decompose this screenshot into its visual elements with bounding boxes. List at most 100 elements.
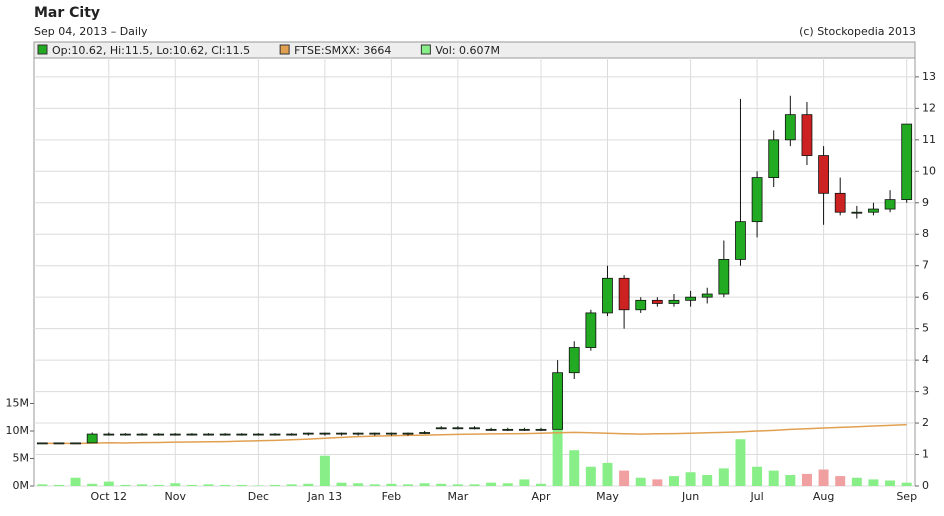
volume-bar xyxy=(668,476,679,486)
candle-body xyxy=(153,433,165,436)
volume-bar xyxy=(536,483,546,486)
x-tick-label: Sep xyxy=(896,490,917,503)
x-tick-label: Apr xyxy=(531,490,551,503)
y-tick-label: 13 xyxy=(922,70,936,83)
legend-label: Op:10.62, Hi:11.5, Lo:10.62, Cl:11.5 xyxy=(52,44,250,57)
y-tick-label: 7 xyxy=(922,259,929,272)
y-tick-label: 1 xyxy=(922,448,929,461)
volume-bar xyxy=(901,482,912,486)
volume-bar xyxy=(120,484,131,486)
candle-body xyxy=(402,432,414,435)
volume-bar xyxy=(319,455,330,486)
candle-body xyxy=(352,432,364,435)
volume-bar xyxy=(303,483,314,486)
legend-swatch xyxy=(420,44,431,55)
volume-bar xyxy=(585,466,596,486)
x-tick-label: Jul xyxy=(749,490,763,503)
candle-body xyxy=(635,299,647,311)
candle-body xyxy=(602,277,613,314)
volume-bar xyxy=(469,484,480,486)
volume-bar xyxy=(785,474,796,486)
y-tick-label: 4 xyxy=(922,353,929,366)
volume-bar xyxy=(436,483,447,486)
chart-title: Mar City xyxy=(34,5,100,21)
legend-swatch xyxy=(37,44,48,55)
x-tick-label: Aug xyxy=(813,490,834,503)
volume-bar xyxy=(87,483,98,486)
volume-bar xyxy=(652,479,663,486)
volume-bar xyxy=(801,473,812,486)
y-tick-label: 8 xyxy=(922,227,929,240)
candle-body xyxy=(851,211,863,214)
candle-body xyxy=(385,432,397,435)
volume-bar xyxy=(286,484,297,486)
candle-body xyxy=(502,428,514,431)
x-tick-label: Dec xyxy=(248,490,269,503)
y-tick-label: 6 xyxy=(922,290,929,303)
candle-body xyxy=(651,299,663,304)
y-tick-label: 2 xyxy=(922,416,929,429)
y2-tick-label: 0M xyxy=(13,479,30,492)
volume-bar xyxy=(270,484,281,486)
candle-body xyxy=(253,433,264,436)
candle-body xyxy=(219,433,231,436)
candle-body xyxy=(868,208,879,213)
volume-bar xyxy=(153,484,164,486)
volume-bar xyxy=(203,484,214,486)
x-tick-label: May xyxy=(596,490,619,503)
candle-body xyxy=(518,428,530,431)
volume-bar xyxy=(885,480,896,486)
volume-bar xyxy=(220,484,231,486)
candle-body xyxy=(336,432,347,435)
candle-body xyxy=(136,433,148,436)
y-tick-label: 5 xyxy=(922,322,929,335)
volume-bar xyxy=(137,484,148,486)
candle-body xyxy=(469,427,480,430)
candle-body xyxy=(86,433,98,444)
candle-body xyxy=(186,433,198,436)
volume-bar xyxy=(502,483,513,486)
candle-body xyxy=(568,347,580,374)
y-tick-label: 3 xyxy=(922,385,929,398)
y-tick-label: 11 xyxy=(922,133,936,146)
volume-bar xyxy=(768,470,779,486)
chart-subtitle: Sep 04, 2013 – Daily xyxy=(34,25,148,38)
y2-tick-label: 5M xyxy=(13,451,30,464)
volume-bar xyxy=(685,472,696,486)
volume-bar xyxy=(868,479,879,486)
y2-tick-label: 15M xyxy=(6,396,30,409)
candle-body xyxy=(834,192,846,213)
volume-bar xyxy=(236,484,247,486)
y-tick-label: 12 xyxy=(922,101,936,114)
volume-bar xyxy=(70,477,81,486)
volume-bar xyxy=(569,450,580,486)
candle-body xyxy=(751,177,763,223)
volume-bar xyxy=(170,483,181,486)
candle-body xyxy=(120,433,131,436)
candle-body xyxy=(419,432,431,434)
legend-swatch xyxy=(279,44,290,55)
legend-label: FTSE:SMXX: 3664 xyxy=(294,44,391,57)
volume-bar xyxy=(752,466,763,486)
candle-body xyxy=(369,432,381,435)
volume-bar xyxy=(486,482,497,486)
x-tick-label: Feb xyxy=(382,490,401,503)
volume-bar xyxy=(602,462,613,486)
candle-body xyxy=(302,432,314,435)
y-tick-label: 0 xyxy=(922,479,929,492)
candle-body xyxy=(618,277,630,311)
candle-body xyxy=(103,433,115,436)
volume-bar xyxy=(735,439,746,486)
volume-bar xyxy=(552,403,563,486)
volume-bar xyxy=(851,477,862,486)
candle-body xyxy=(70,442,81,445)
y-tick-label: 9 xyxy=(922,196,929,209)
volume-bar xyxy=(519,479,530,486)
candle-body xyxy=(269,433,281,436)
candle-body xyxy=(801,114,813,156)
candle-body xyxy=(884,199,896,210)
candle-body xyxy=(718,259,730,295)
volume-bar xyxy=(103,481,114,486)
volume-bar xyxy=(53,484,64,486)
